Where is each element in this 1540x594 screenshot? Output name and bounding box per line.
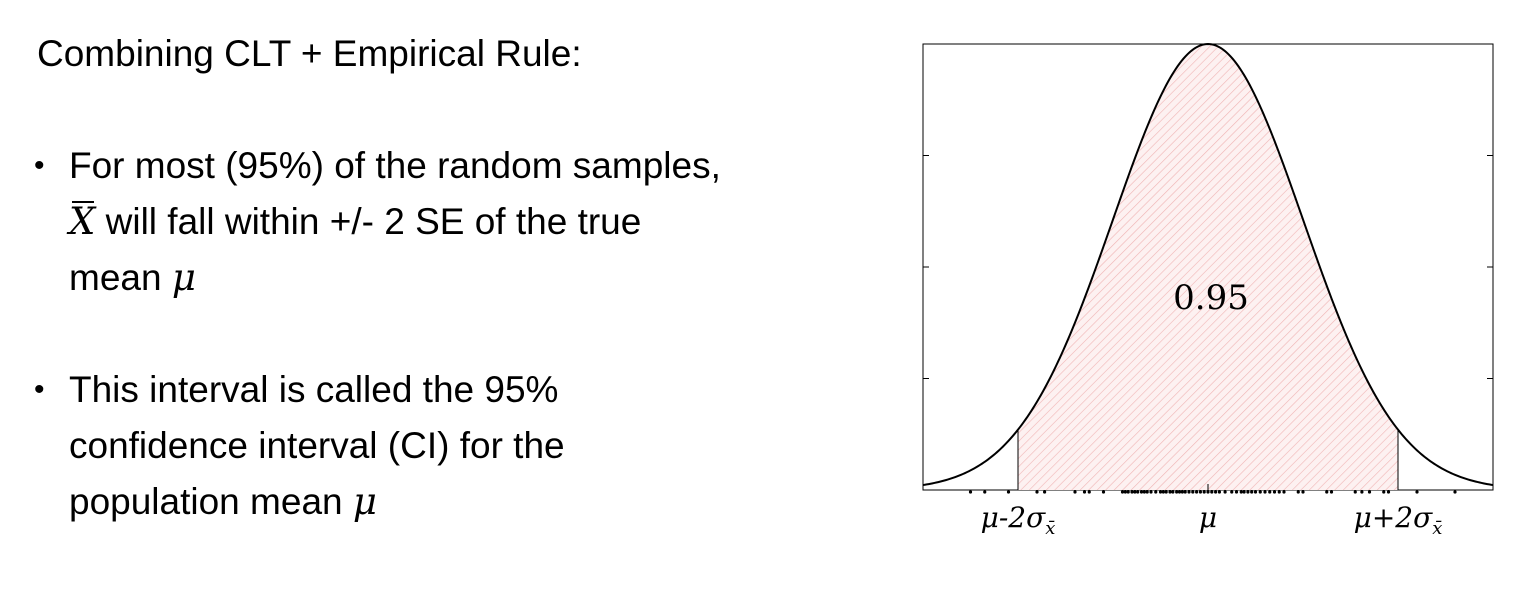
sample-point [1136, 490, 1140, 494]
sample-point [1139, 490, 1144, 494]
sample-point [1217, 490, 1221, 494]
sample-point [1183, 490, 1187, 494]
normal-curve [922, 42, 1494, 487]
sample-point [1453, 490, 1457, 494]
sample-point [1250, 490, 1254, 494]
sample-point [1282, 490, 1286, 494]
sample-point [1263, 490, 1267, 494]
sample-point [1277, 490, 1281, 494]
x-tick-label: μ [1199, 501, 1217, 534]
sample-point [1325, 490, 1329, 494]
sample-point [1191, 490, 1195, 494]
sample-point [1120, 490, 1125, 494]
sample-point [1234, 490, 1239, 494]
slide-title: Combining CLT + Empirical Rule: [37, 33, 582, 74]
sample-points [968, 490, 1457, 494]
bullet-line: confidence interval (CI) for the [69, 425, 565, 466]
x-tick-label: μ-2σx̄ [981, 501, 1056, 539]
sample-point [1386, 490, 1391, 494]
sample-point [1301, 490, 1305, 494]
sample-point [983, 490, 987, 494]
sample-point [1360, 490, 1364, 494]
xbar-symbol: X [69, 194, 95, 250]
x-tick-label: μ+2σx̄ [1354, 501, 1443, 539]
sample-point [1082, 490, 1087, 494]
sample-point [1168, 490, 1172, 494]
sample-point [1043, 490, 1047, 494]
sample-point [1087, 490, 1091, 494]
bullet-dot-icon: • [34, 373, 45, 406]
sample-point [1161, 490, 1165, 494]
sample-point [1223, 490, 1227, 494]
sample-point [1158, 490, 1163, 494]
sample-point [1329, 490, 1334, 494]
mu-symbol: μ [171, 256, 196, 299]
sample-point [1035, 490, 1039, 494]
bullet-line: X will fall within +/- 2 SE of the true [69, 194, 859, 250]
sample-point [1175, 490, 1179, 494]
bullet-line-text: mean [69, 257, 172, 298]
sample-point [1142, 490, 1146, 494]
sample-point [1073, 490, 1077, 494]
bullet-line: For most (95%) of the random samples, [69, 145, 721, 186]
sample-point [1230, 490, 1234, 494]
sample-point [1133, 490, 1137, 494]
bullet-line-text: will fall within +/- 2 SE of the true [95, 201, 642, 242]
sample-point [1130, 490, 1134, 494]
bullet-line: mean μ [69, 250, 859, 306]
sample-point [1123, 490, 1127, 494]
x-tick-labels: μ-2σx̄ μ μ+2σx̄ [981, 484, 1443, 539]
sample-point [1154, 490, 1158, 494]
sample-point [1006, 490, 1011, 494]
bullet-line: population mean μ [69, 474, 859, 530]
sample-point [1367, 490, 1372, 494]
y-ticks [923, 155, 1493, 379]
sample-point [1258, 490, 1262, 494]
sample-point [1195, 490, 1199, 494]
bullet-text: For most (95%) of the random samples, X … [69, 138, 859, 306]
sample-point [1187, 490, 1191, 494]
sample-point [1382, 490, 1386, 494]
sample-point [1239, 490, 1243, 494]
sample-point [1246, 490, 1250, 494]
mu-symbol: μ [352, 480, 377, 523]
sample-point [1145, 490, 1149, 494]
sample-point [1126, 490, 1130, 494]
bullet-text: This interval is called the 95% confiden… [69, 362, 859, 530]
sample-point [1210, 490, 1214, 494]
sample-point [1171, 490, 1175, 494]
sample-point [1206, 490, 1210, 494]
sample-point [1164, 490, 1168, 494]
sample-point [968, 490, 973, 494]
sample-point [1242, 490, 1246, 494]
bullet-dot-icon: • [34, 149, 45, 182]
bullet-line-text: population mean [69, 481, 353, 522]
sample-point [1180, 490, 1184, 494]
sample-point [1415, 490, 1419, 494]
sample-point [1101, 490, 1106, 494]
sample-point [1177, 490, 1182, 494]
sample-point [1353, 490, 1357, 494]
sample-point [1253, 490, 1258, 494]
shaded-95-region [1018, 44, 1398, 490]
sample-point [1214, 490, 1218, 494]
sample-point [1268, 490, 1272, 494]
sample-point [1149, 490, 1153, 494]
sample-point [1272, 490, 1277, 494]
sample-point [1296, 490, 1300, 494]
shaded-area-label: 0.95 [1173, 278, 1249, 318]
sample-point [1198, 490, 1202, 494]
bullet-line: This interval is called the 95% [69, 369, 559, 410]
sample-point [1202, 490, 1206, 494]
